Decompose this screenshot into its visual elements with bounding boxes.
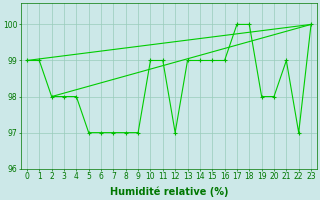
X-axis label: Humidité relative (%): Humidité relative (%) [110, 187, 228, 197]
